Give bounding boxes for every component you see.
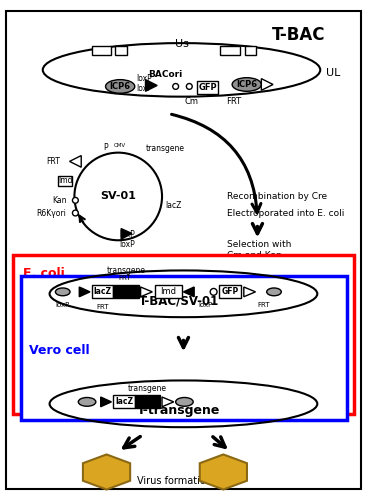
Ellipse shape	[73, 198, 78, 203]
Text: loxP: loxP	[137, 84, 152, 93]
Text: Recombination by Cre: Recombination by Cre	[227, 192, 327, 201]
Text: P: P	[103, 144, 108, 152]
Polygon shape	[101, 397, 111, 406]
Ellipse shape	[210, 288, 217, 296]
Ellipse shape	[73, 210, 78, 216]
Ellipse shape	[232, 78, 261, 92]
FancyBboxPatch shape	[220, 285, 241, 298]
FancyBboxPatch shape	[197, 80, 218, 94]
Text: UL: UL	[326, 68, 340, 78]
Bar	[58, 176, 73, 186]
Text: Virus formation: Virus formation	[137, 476, 212, 486]
Polygon shape	[200, 454, 247, 490]
Text: loxP: loxP	[56, 302, 70, 308]
Text: Cm: Cm	[184, 96, 198, 106]
Bar	[115, 46, 127, 56]
Text: lacZ: lacZ	[165, 200, 181, 209]
Ellipse shape	[105, 80, 135, 94]
Polygon shape	[83, 454, 130, 490]
Text: GFP: GFP	[199, 83, 217, 92]
Text: Electroporated into E. coli: Electroporated into E. coli	[227, 208, 344, 218]
Text: T-BAC: T-BAC	[272, 26, 325, 44]
Text: GFP: GFP	[221, 287, 239, 296]
Bar	[135, 395, 160, 407]
Polygon shape	[184, 287, 194, 296]
Polygon shape	[141, 287, 152, 296]
Bar	[92, 46, 111, 56]
Text: lacZ: lacZ	[94, 287, 112, 296]
Bar	[155, 285, 181, 298]
Text: Us: Us	[175, 38, 188, 48]
Ellipse shape	[186, 84, 192, 89]
Text: loxP: loxP	[119, 230, 135, 239]
Text: R6Kγori: R6Kγori	[37, 208, 67, 218]
Bar	[113, 395, 135, 407]
Text: Kan: Kan	[52, 196, 67, 205]
Text: E. coli: E. coli	[23, 266, 65, 280]
Polygon shape	[145, 80, 157, 92]
Text: T-transgene: T-transgene	[137, 404, 220, 417]
Text: ICP6: ICP6	[110, 82, 131, 91]
Bar	[92, 285, 113, 298]
Ellipse shape	[78, 398, 96, 406]
Text: SV-01: SV-01	[100, 192, 136, 202]
FancyBboxPatch shape	[6, 12, 361, 488]
Bar	[113, 285, 139, 298]
Text: lacZ: lacZ	[115, 397, 133, 406]
Text: BACori: BACori	[148, 70, 182, 80]
Text: FRT: FRT	[96, 304, 109, 310]
Text: FRT: FRT	[257, 302, 270, 308]
Bar	[245, 46, 257, 56]
Text: Vero cell: Vero cell	[29, 344, 89, 358]
Text: loxP: loxP	[119, 240, 135, 248]
FancyBboxPatch shape	[13, 255, 354, 414]
FancyBboxPatch shape	[21, 276, 347, 420]
Text: transgene: transgene	[145, 144, 184, 153]
Text: CMV: CMV	[113, 144, 125, 148]
Polygon shape	[162, 397, 174, 406]
Text: transgene: transgene	[107, 266, 145, 275]
Text: FRT: FRT	[227, 96, 242, 106]
Bar	[220, 46, 240, 56]
Text: loxP: loxP	[137, 74, 152, 83]
Ellipse shape	[55, 288, 70, 296]
Text: Selection with
Cm and Kan: Selection with Cm and Kan	[227, 240, 292, 260]
Polygon shape	[79, 287, 90, 296]
Text: loxP: loxP	[199, 302, 213, 308]
Text: Imd: Imd	[160, 287, 176, 296]
Text: Co-transfection with
FLP   plasmid: Co-transfection with FLP plasmid	[196, 338, 288, 357]
Text: FRT: FRT	[118, 275, 131, 281]
Text: Imd: Imd	[58, 176, 73, 186]
Polygon shape	[261, 78, 273, 90]
Text: T-BAC/SV-01: T-BAC/SV-01	[138, 294, 219, 307]
Ellipse shape	[173, 84, 178, 89]
Ellipse shape	[267, 288, 281, 296]
Text: ICP6: ICP6	[236, 80, 257, 89]
Text: FRT: FRT	[46, 157, 60, 166]
Polygon shape	[121, 228, 132, 239]
Polygon shape	[244, 287, 255, 296]
Text: transgene: transgene	[128, 384, 167, 392]
Text: Excision of BAC
sequences: Excision of BAC sequences	[196, 355, 266, 374]
Ellipse shape	[176, 398, 193, 406]
Polygon shape	[70, 156, 81, 167]
